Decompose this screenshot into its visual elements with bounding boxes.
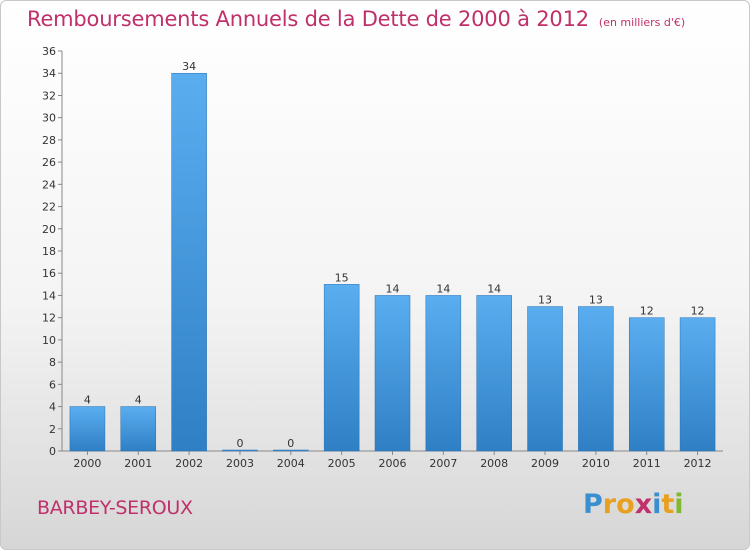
- data-label: 15: [335, 271, 349, 284]
- x-tick-label: 2000: [73, 457, 101, 470]
- location-label: BARBEY-SEROUX: [37, 497, 193, 519]
- bar: [222, 449, 258, 452]
- brand-letter: o: [616, 489, 635, 520]
- data-label: 0: [287, 437, 294, 450]
- bar: [171, 72, 207, 452]
- brand-logo[interactable]: Proxiti: [583, 489, 684, 520]
- brand-letter: t: [661, 489, 675, 520]
- y-tick-label: 34: [42, 67, 56, 80]
- y-tick-label: 14: [42, 289, 56, 302]
- y-tick-label: 4: [49, 401, 56, 414]
- x-tick-label: 2002: [175, 457, 203, 470]
- x-tick-label: 2003: [226, 457, 254, 470]
- y-tick-label: 26: [42, 156, 56, 169]
- data-label: 12: [640, 305, 654, 318]
- bar: [628, 317, 665, 452]
- brand-letter: r: [602, 489, 617, 520]
- x-tick-label: 2001: [124, 457, 152, 470]
- chart-title-block: Remboursements Annuels de la Dette de 20…: [27, 7, 685, 31]
- x-tick-label: 2007: [429, 457, 457, 470]
- x-tick-label: 2006: [379, 457, 407, 470]
- y-tick-label: 36: [42, 45, 56, 58]
- bar: [374, 295, 411, 452]
- data-label: 13: [538, 294, 552, 307]
- y-tick-label: 6: [49, 378, 56, 391]
- y-tick-label: 16: [42, 267, 56, 280]
- x-tick-label: 2008: [480, 457, 508, 470]
- bar: [69, 406, 106, 452]
- bar: [425, 295, 462, 452]
- data-label: 14: [386, 282, 400, 295]
- brand-letter: x: [634, 489, 653, 520]
- y-tick-label: 22: [42, 201, 56, 214]
- data-label: 0: [236, 437, 243, 450]
- bar: [120, 406, 157, 452]
- x-tick-label: 2005: [328, 457, 356, 470]
- x-tick-label: 2012: [684, 457, 712, 470]
- y-tick-label: 0: [49, 445, 56, 458]
- bar: [578, 306, 614, 452]
- bar: [679, 317, 716, 452]
- y-tick-label: 10: [42, 334, 56, 347]
- data-label: 14: [436, 282, 450, 295]
- data-label: 34: [182, 60, 196, 73]
- labels: 2000 4 2001 4 2002 34 2003 0 2004 0 2005 15 2006 14 20…: [73, 60, 711, 470]
- y-tick-label: 12: [42, 312, 56, 325]
- bar: [527, 306, 563, 452]
- y-tick-label: 32: [42, 89, 56, 102]
- chart-subtitle: (en milliers d'€): [598, 16, 686, 29]
- y-tick-label: 18: [42, 245, 56, 258]
- brand-letter: P: [583, 489, 603, 520]
- bar: [476, 295, 512, 452]
- x-tick-label: 2009: [531, 457, 559, 470]
- bar: [273, 449, 309, 452]
- chart-title: Remboursements Annuels de la Dette de 20…: [27, 7, 589, 31]
- bars: [69, 72, 716, 452]
- y-tick-label: 2: [49, 423, 56, 436]
- y-tick-label: 8: [49, 356, 56, 369]
- y-tick-label: 20: [42, 223, 56, 236]
- y-tick-label: 30: [42, 112, 56, 125]
- x-tick-label: 2011: [633, 457, 661, 470]
- data-label: 14: [487, 282, 501, 295]
- x-tick-label: 2004: [277, 457, 305, 470]
- y-tick-label: 28: [42, 134, 56, 147]
- brand-letter: i: [652, 489, 662, 520]
- data-label: 12: [691, 305, 705, 318]
- brand-letter: i: [674, 489, 684, 520]
- x-tick-label: 2010: [582, 457, 610, 470]
- data-label: 4: [84, 394, 91, 407]
- bar: [323, 284, 360, 452]
- data-label: 13: [589, 294, 603, 307]
- y-tick-label: 24: [42, 178, 56, 191]
- data-label: 4: [135, 394, 142, 407]
